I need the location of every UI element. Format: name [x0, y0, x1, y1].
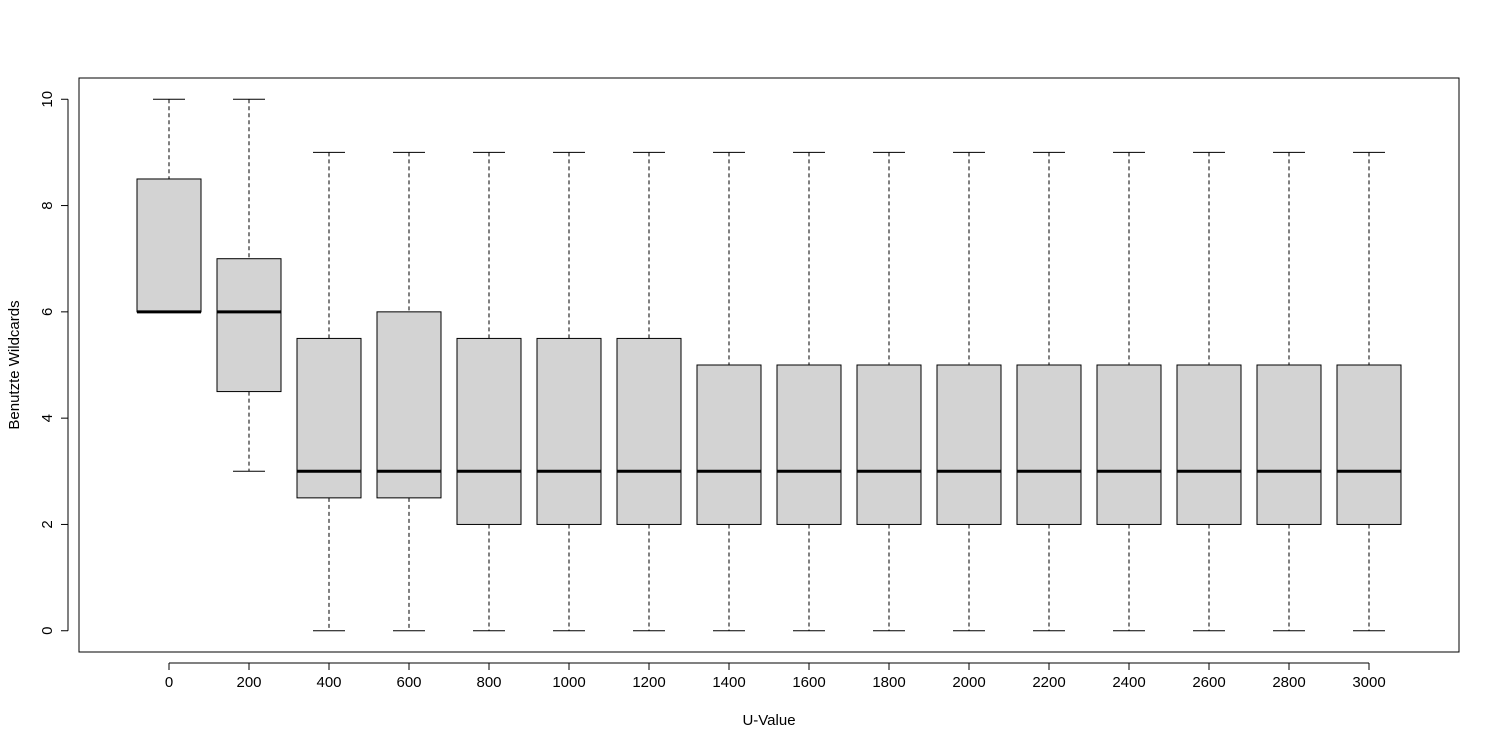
box-1800 [856, 151, 922, 632]
box-iqr [536, 337, 602, 525]
y-axis-label: Benutzte Wildcards [6, 300, 23, 429]
box-iqr [1336, 364, 1402, 525]
x-tick-label: 800 [476, 674, 501, 691]
y-axis: 0 2 4 6 8 10 [39, 91, 69, 635]
y-tick-label: 2 [39, 520, 56, 528]
box-iqr [936, 364, 1002, 525]
box-iqr [296, 337, 362, 499]
box-iqr [216, 258, 282, 393]
box-iqr [1096, 364, 1162, 525]
x-axis: 0 200 400 600 800 1000 1200 1400 1600 1800 2000 220… [165, 662, 1386, 691]
box-iqr [696, 364, 762, 525]
x-tick-label: 2800 [1272, 674, 1305, 691]
box-1400 [696, 151, 762, 632]
x-tick-label: 3000 [1352, 674, 1385, 691]
box-1000 [536, 151, 602, 632]
x-tick-label: 2000 [952, 674, 985, 691]
box-1600 [776, 151, 842, 632]
box-600 [376, 151, 442, 632]
y-tick-label: 4 [39, 414, 56, 422]
box-iqr [376, 311, 442, 499]
box-iqr [456, 337, 522, 525]
x-tick-label: 600 [396, 674, 421, 691]
x-tick-label: 0 [165, 674, 173, 691]
box-2800 [1256, 151, 1322, 632]
x-tick-label: 1600 [792, 674, 825, 691]
x-tick-label: 200 [236, 674, 261, 691]
box-2200 [1016, 151, 1082, 632]
box-iqr [1176, 364, 1242, 525]
box-2400 [1096, 151, 1162, 632]
y-tick-label: 10 [39, 91, 56, 108]
x-tick-label: 1800 [872, 674, 905, 691]
box-2600 [1176, 151, 1242, 632]
x-tick-label: 2400 [1112, 674, 1145, 691]
box-0 [136, 98, 202, 314]
y-tick-label: 6 [39, 308, 56, 316]
box-iqr [856, 364, 922, 525]
box-2000 [936, 151, 1002, 632]
box-iqr [776, 364, 842, 525]
box-1200 [616, 151, 682, 632]
x-tick-label: 1200 [632, 674, 665, 691]
box-iqr [616, 337, 682, 525]
y-tick-label: 0 [39, 627, 56, 635]
x-axis-label: U-Value [742, 712, 795, 729]
box-400 [296, 151, 362, 632]
box-iqr [136, 178, 202, 313]
x-tick-label: 1400 [712, 674, 745, 691]
box-iqr [1016, 364, 1082, 525]
box-800 [456, 151, 522, 632]
box-200 [216, 98, 282, 472]
x-tick-label: 2600 [1192, 674, 1225, 691]
plot-frame [78, 77, 1460, 653]
x-tick-label: 2200 [1032, 674, 1065, 691]
x-tick-label: 1000 [552, 674, 585, 691]
y-tick-label: 8 [39, 201, 56, 209]
box-iqr [1256, 364, 1322, 525]
box-3000 [1336, 151, 1402, 632]
x-tick-label: 400 [316, 674, 341, 691]
box-group [136, 98, 1402, 632]
